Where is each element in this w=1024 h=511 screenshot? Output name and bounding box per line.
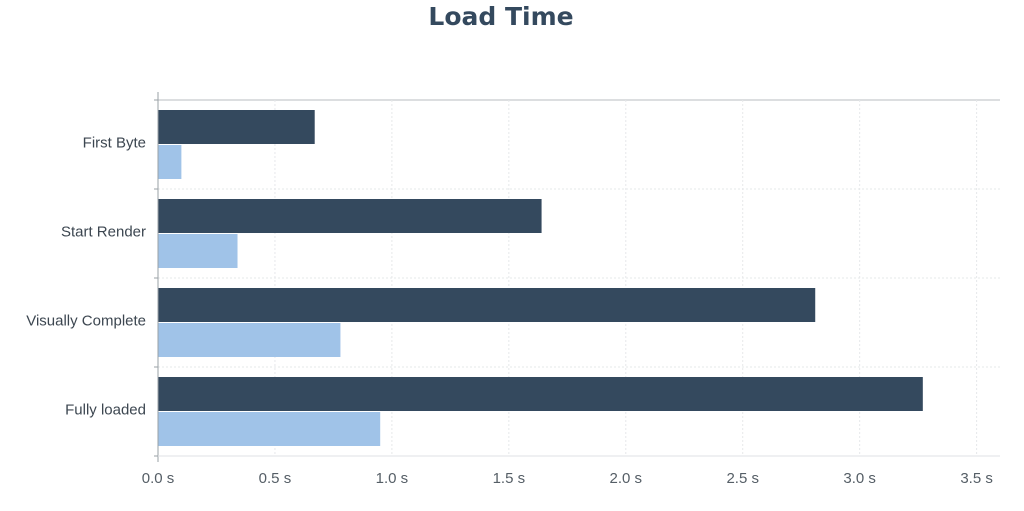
bar-secondary xyxy=(158,323,340,357)
category-label: Start Render xyxy=(61,223,146,240)
x-tick-label: 3.5 s xyxy=(960,470,993,487)
x-tick-label: 2.5 s xyxy=(726,470,759,487)
bar-primary xyxy=(158,110,315,144)
category-label: Fully loaded xyxy=(65,401,146,418)
bar-secondary xyxy=(158,145,181,179)
x-tick-label: 0.5 s xyxy=(259,470,292,487)
x-tick-label: 1.5 s xyxy=(493,470,526,487)
x-tick-label: 0.0 s xyxy=(142,470,175,487)
category-label: First Byte xyxy=(83,134,146,151)
bar-secondary xyxy=(158,234,238,268)
bars xyxy=(158,110,923,446)
bar-primary xyxy=(158,199,542,233)
x-tick-label: 3.0 s xyxy=(843,470,876,487)
x-tick-label: 1.0 s xyxy=(376,470,409,487)
bar-primary xyxy=(158,377,923,411)
x-tick-label: 2.0 s xyxy=(610,470,643,487)
bar-secondary xyxy=(158,412,380,446)
bar-primary xyxy=(158,288,815,322)
category-label: Visually Complete xyxy=(26,312,146,329)
